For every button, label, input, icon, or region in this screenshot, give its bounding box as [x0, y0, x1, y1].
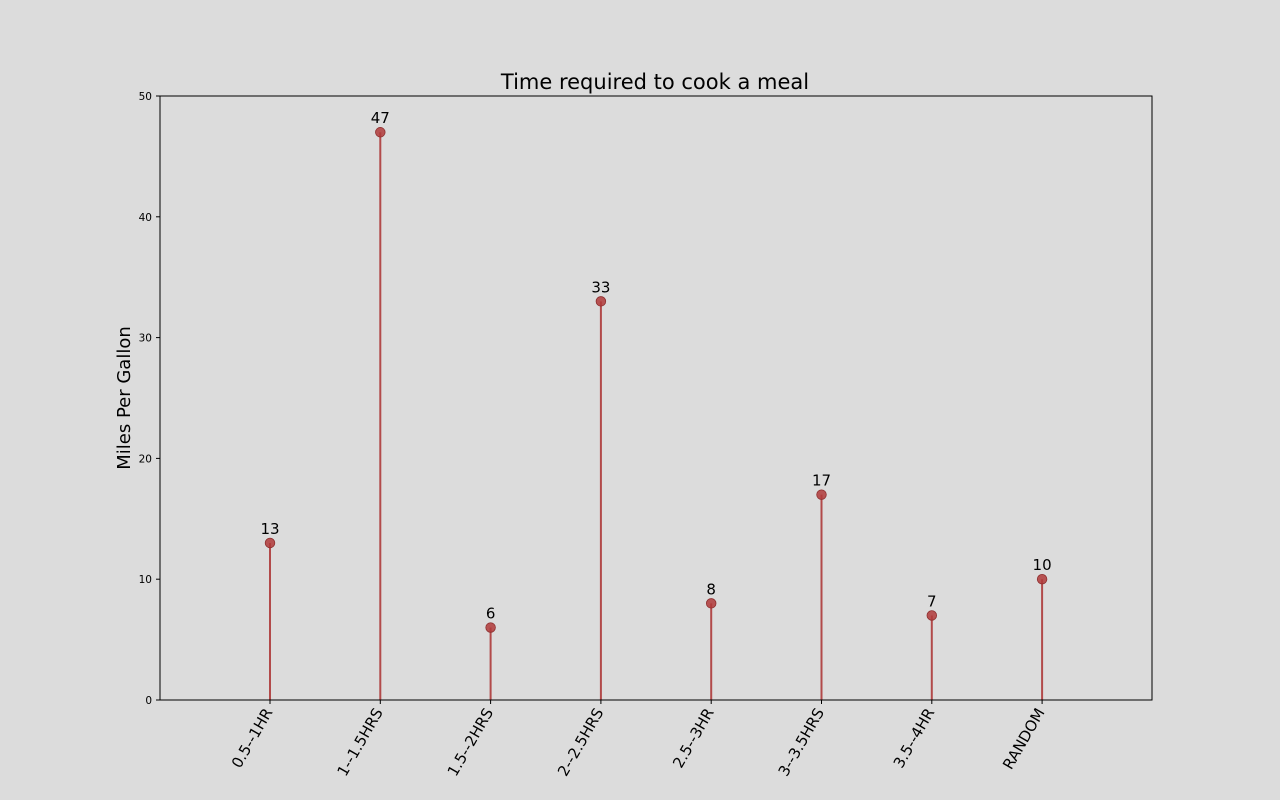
lollipop-markers [264, 127, 1048, 633]
y-tick-label: 50 [139, 91, 152, 103]
x-tick-label: RANDOM [999, 705, 1048, 773]
data-label: 47 [371, 109, 390, 127]
plot-area-frame [159, 95, 1153, 701]
y-tick-label: 20 [139, 453, 152, 465]
lollipop-marker [816, 489, 827, 500]
x-tick-label: 0.5--1HR [228, 705, 277, 771]
lollipop-marker [375, 127, 386, 138]
data-label: 13 [260, 520, 279, 538]
x-tick-label: 1.5--2HRS [444, 705, 497, 779]
x-tick-label: 2--2.5HRS [554, 705, 607, 779]
data-label: 8 [706, 580, 716, 598]
y-tick-label: 10 [139, 574, 152, 586]
data-label: 33 [591, 278, 610, 296]
data-label: 17 [812, 472, 831, 490]
x-tick-label: 2.5--3HR [669, 705, 718, 771]
y-axis-label: Miles Per Gallon [114, 326, 135, 470]
lollipop-marker [1036, 574, 1048, 585]
y-axis: 0 10 20 30 40 50 [139, 91, 160, 707]
data-label: 10 [1033, 556, 1052, 574]
data-labels: 13 47 6 33 8 17 7 10 [260, 109, 1051, 622]
y-tick-label: 40 [139, 212, 152, 224]
lollipop-marker [926, 610, 938, 621]
x-tick-label: 3.5--4HR [890, 705, 939, 771]
data-label: 7 [927, 592, 937, 610]
y-tick-label: 0 [145, 695, 152, 707]
lollipop-marker [264, 537, 276, 549]
x-tick-label: 1--1.5HRS [333, 705, 386, 779]
chart-title: Time required to cook a meal [500, 70, 809, 94]
lollipop-marker [595, 296, 607, 307]
lollipop-marker [706, 598, 717, 609]
data-label: 6 [486, 605, 496, 623]
lollipop-stems [269, 132, 1044, 700]
lollipop-marker [485, 622, 496, 633]
x-axis: 0.5--1HR 1--1.5HRS 1.5--2HRS 2--2.5HRS 2.5--… [228, 700, 1049, 779]
x-tick-label: 3--3.5HRS [775, 705, 828, 779]
y-tick-label: 30 [139, 333, 152, 345]
